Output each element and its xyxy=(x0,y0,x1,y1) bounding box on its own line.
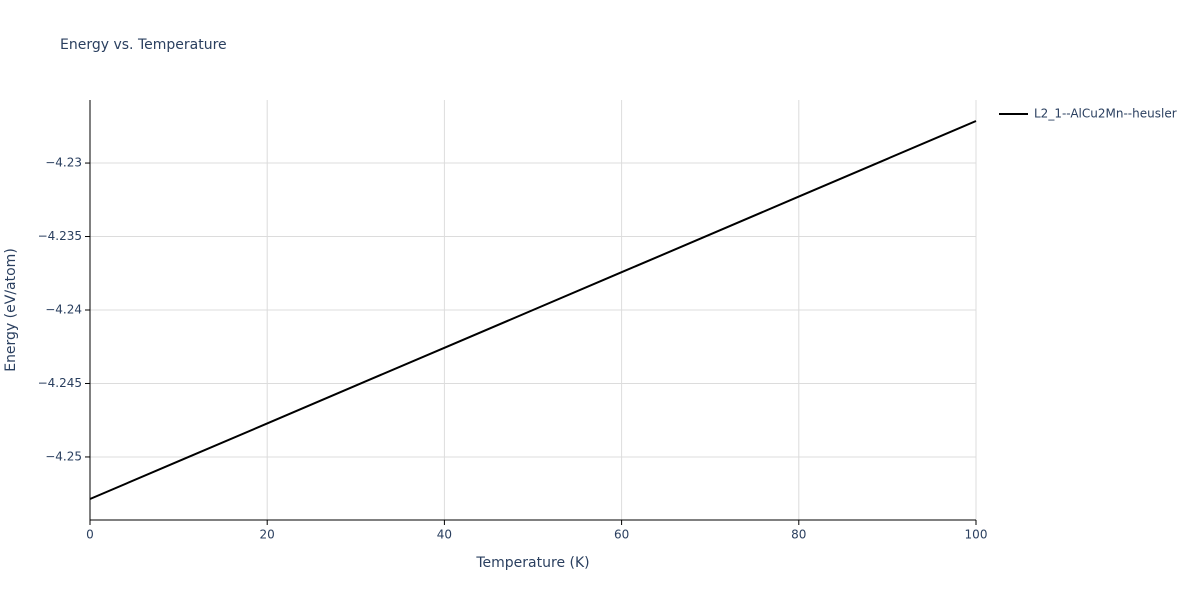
chart-title: Energy vs. Temperature xyxy=(60,37,227,53)
y-tick-label: −4.24 xyxy=(45,303,82,317)
x-tick-label: 40 xyxy=(437,528,452,542)
x-tick-label: 0 xyxy=(86,528,94,542)
x-tick-label: 60 xyxy=(614,528,629,542)
x-tick-label: 100 xyxy=(965,528,988,542)
y-tick-label: −4.245 xyxy=(38,376,82,390)
data-line xyxy=(89,120,977,500)
y-tick-label: −4.23 xyxy=(45,156,82,170)
y-tick-label: −4.235 xyxy=(38,229,82,243)
legend-label: L2_1--AlCu2Mn--heusler xyxy=(1034,107,1177,121)
y-axis-title: Energy (eV/atom) xyxy=(3,248,19,372)
x-tick-label: 80 xyxy=(791,528,806,542)
y-tick-label: −4.25 xyxy=(45,449,82,463)
x-axis-title: Temperature (K) xyxy=(475,555,589,571)
x-tick-label: 20 xyxy=(260,528,275,542)
